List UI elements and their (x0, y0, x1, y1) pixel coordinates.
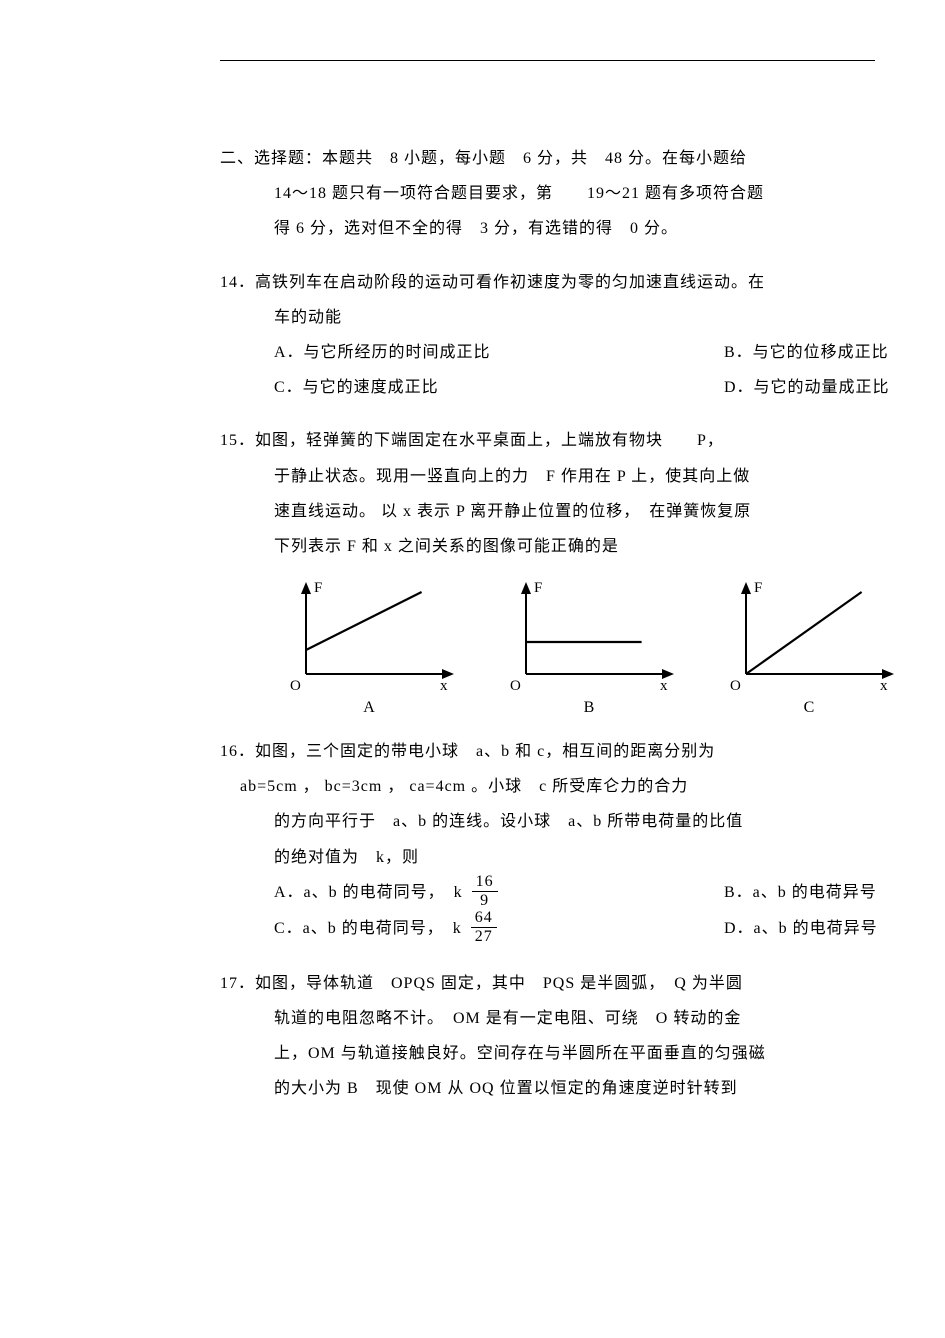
graph-c-label: C (804, 700, 815, 716)
question-14: 14．高铁列车在启动阶段的运动可看作初速度为零的匀加速直线运动。在 车的动能 A… (220, 265, 945, 406)
header-rule (220, 60, 875, 61)
section-line: 得 6 分，选对但不全的得 3 分，有选错的得 0 分。 (220, 211, 935, 246)
question-stem: 于静止状态。现用一竖直向上的力 F 作用在 P 上，使其向上做 (220, 459, 935, 494)
graph-c-svg: Fx O (714, 574, 904, 694)
option-row: A．a、b 的电荷同号， k 16 9 B．a、b 的电荷异号 (220, 875, 935, 911)
question-stem: 下列表示 F 和 x 之间关系的图像可能正确的是 (220, 529, 935, 564)
question-15: 15．如图，轻弹簧的下端固定在水平桌面上，上端放有物块 P， 于静止状态。现用一… (220, 423, 945, 716)
question-stem: ab=5cm ， bc=3cm ， ca=4cm 。小球 c 所受库仑力的合力 (220, 769, 935, 804)
graph-a-svg: Fx O (274, 574, 464, 694)
question-stem: 上，OM 与轨道接触良好。空间存在与半圆所在平面垂直的匀强磁 (220, 1036, 935, 1071)
graph-a-label: A (363, 700, 375, 716)
exam-page: 二、选择题：本题共 8 小题，每小题 6 分，共 48 分。在每小题给 14～1… (0, 0, 945, 1106)
option-row: C．与它的速度成正比 D．与它的动量成正比 (220, 370, 935, 405)
option-c: C．与它的速度成正比 (274, 370, 724, 405)
fraction-num: 64 (471, 909, 497, 928)
question-stem: 速直线运动。 以 x 表示 P 离开静止位置的位移， 在弹簧恢复原 (220, 494, 935, 529)
graph-b-label: B (584, 700, 595, 716)
option-a-text: A．a、b 的电荷同号， k (274, 884, 463, 901)
option-c-text: C．a、b 的电荷同号， k (274, 920, 462, 937)
question-stem: 车的动能 (220, 300, 935, 335)
content-area: 二、选择题：本题共 8 小题，每小题 6 分，共 48 分。在每小题给 14～1… (0, 141, 945, 1106)
fraction-num: 16 (472, 873, 498, 892)
question-stem: 的绝对值为 k，则 (220, 840, 935, 875)
graph-c: Fx O C (714, 574, 904, 716)
svg-text:O: O (730, 678, 742, 694)
option-a: A．与它所经历的时间成正比 (274, 335, 724, 370)
svg-text:F: F (754, 580, 763, 596)
option-b: B．与它的位移成正比 (724, 335, 889, 370)
option-row: A．与它所经历的时间成正比 B．与它的位移成正比 (220, 335, 935, 370)
svg-text:O: O (290, 678, 302, 694)
section-heading: 二、选择题：本题共 8 小题，每小题 6 分，共 48 分。在每小题给 14～1… (220, 141, 945, 247)
fraction-den: 27 (471, 928, 497, 946)
question-16: 16．如图，三个固定的带电小球 a、b 和 c，相互间的距离分别为 ab=5cm… (220, 734, 945, 948)
graph-b: Fx O B (494, 574, 684, 716)
svg-text:x: x (660, 678, 669, 694)
option-d: D．a、b 的电荷异号 (724, 911, 878, 947)
graph-b-svg: Fx O (494, 574, 684, 694)
svg-text:F: F (534, 580, 543, 596)
question-stem: 17．如图，导体轨道 OPQS 固定，其中 PQS 是半圆弧， Q 为半圆 (220, 966, 935, 1001)
svg-text:x: x (880, 678, 889, 694)
option-a: A．a、b 的电荷同号， k 16 9 (274, 875, 724, 911)
graph-a: Fx O A (274, 574, 464, 716)
section-line: 14～18 题只有一项符合题目要求，第 19～21 题有多项符合题 (220, 176, 935, 211)
option-row: C．a、b 的电荷同号， k 64 27 D．a、b 的电荷异号 (220, 911, 935, 947)
fraction-den: 9 (472, 892, 498, 910)
option-d: D．与它的动量成正比 (724, 370, 890, 405)
question-stem: 15．如图，轻弹簧的下端固定在水平桌面上，上端放有物块 P， (220, 423, 935, 458)
svg-text:O: O (510, 678, 522, 694)
svg-text:F: F (314, 580, 323, 596)
section-line: 二、选择题：本题共 8 小题，每小题 6 分，共 48 分。在每小题给 (220, 141, 935, 176)
question-stem: 16．如图，三个固定的带电小球 a、b 和 c，相互间的距离分别为 (220, 734, 935, 769)
question-stem: 轨道的电阻忽略不计。 OM 是有一定电阻、可绕 O 转动的金 (220, 1001, 935, 1036)
question-17: 17．如图，导体轨道 OPQS 固定，其中 PQS 是半圆弧， Q 为半圆 轨道… (220, 966, 945, 1107)
question-stem: 的大小为 B 现使 OM 从 OQ 位置以恒定的角速度逆时针转到 (220, 1071, 935, 1106)
fraction: 16 9 (472, 873, 498, 909)
option-b: B．a、b 的电荷异号 (724, 875, 877, 911)
fraction: 64 27 (471, 909, 497, 945)
question-stem: 14．高铁列车在启动阶段的运动可看作初速度为零的匀加速直线运动。在 (220, 265, 935, 300)
question-stem: 的方向平行于 a、b 的连线。设小球 a、b 所带电荷量的比值 (220, 804, 935, 839)
svg-text:x: x (440, 678, 449, 694)
option-c: C．a、b 的电荷同号， k 64 27 (274, 911, 724, 947)
graph-row: Fx O A Fx O B Fx O C (220, 574, 935, 716)
